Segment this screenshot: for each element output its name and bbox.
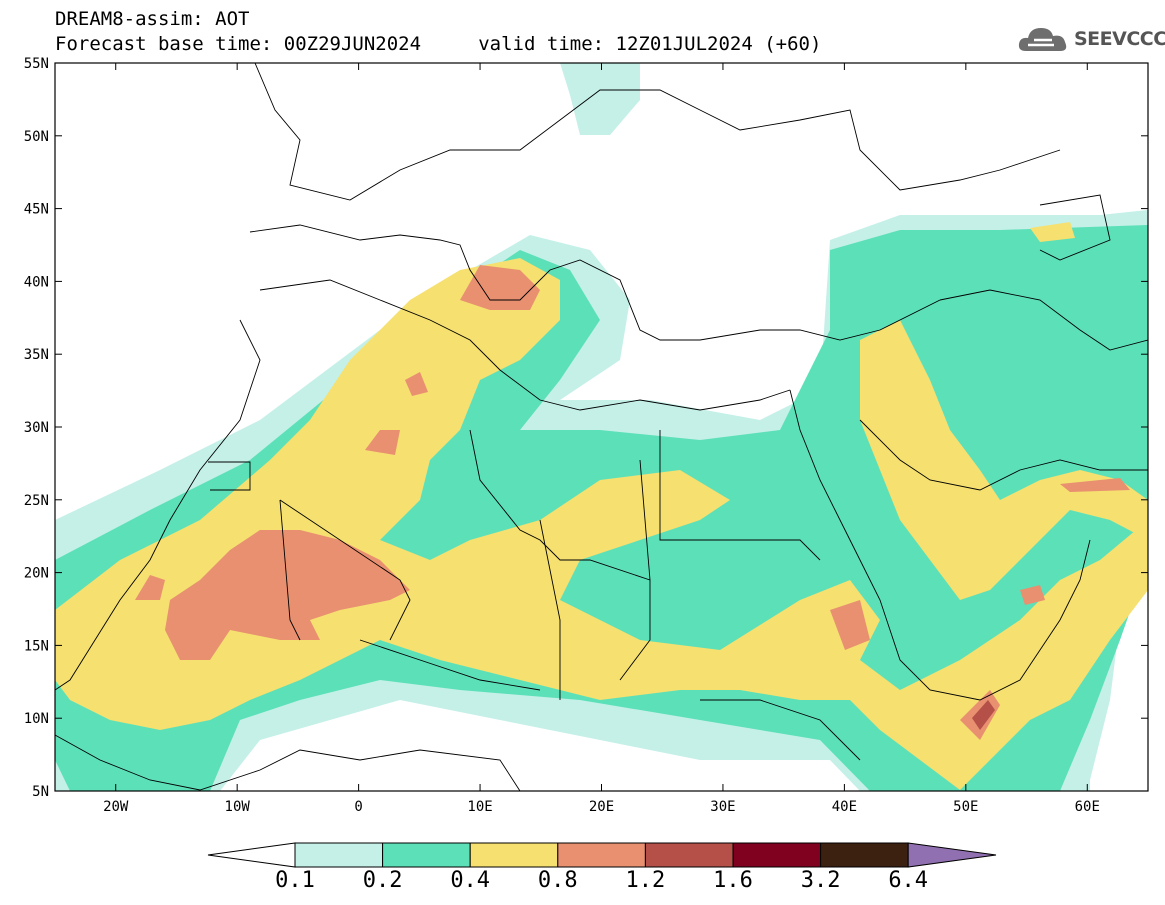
colorbar-level-label: 0.1 [275,868,315,893]
colorbar-segment [469,842,559,868]
aot-level-0.8-sudan [830,600,870,650]
lat-label: 10N [24,711,49,727]
colorbar-segment [557,842,646,868]
lat-label: 50N [24,129,49,145]
aot-level-0.8-sardinia [460,265,540,310]
coastlines [55,63,1148,791]
aot-field [55,63,1148,791]
title-line-2: Forecast base time: 00Z29JUN2024 valid t… [55,33,822,55]
colorbar-level-label: 0.8 [537,868,578,893]
lon-label: 20E [589,799,614,815]
aot-level-0.8-algeria [365,430,400,455]
lon-labels: 20W 10W 0 10E 20E 30E 40E 50E 60E [103,799,1100,815]
aot-level-0.8-oman [1020,585,1045,605]
aot-level-0.4-arabia [860,320,1148,600]
aot-level-0.4 [55,258,1148,790]
lon-label: 10E [467,799,492,815]
aot-level-0.8-westafrica [135,575,165,600]
lat-label: 30N [24,420,49,436]
colorbar-segment [294,842,384,868]
colorbar-segment [644,842,734,868]
colorbar-under-triangle [207,842,296,868]
logo-text: SEEVCCC [1074,28,1165,50]
lat-label: 20N [24,566,49,582]
lon-label: 10W [225,799,251,815]
axis-ticks [55,62,1148,792]
lon-label: 0 [354,799,362,815]
lat-labels: 55N 50N 45N 40N 35N 30N 25N 20N 15N 10N 5N [24,56,49,800]
lat-label: 40N [24,274,49,290]
lon-label: 20W [103,799,129,815]
lon-label: 30E [710,799,735,815]
lon-label: 50E [953,799,978,815]
colorbar-segment [732,842,822,868]
colorbar-level-label: 6.4 [888,868,929,893]
cloud-icon [1018,28,1067,51]
aot-level-0.1-north [560,63,640,135]
seevccc-logo: SEEVCCC [1018,22,1165,56]
lat-label: 55N [24,56,49,72]
aot-level-1.2-somalia [972,700,995,730]
aot-level-0.8-algeria2 [405,372,428,396]
lon-label: 40E [832,799,857,815]
lat-label: 45N [24,202,49,218]
colorbar-over-triangle [907,842,997,868]
lat-label: 35N [24,347,49,363]
aot-level-0.4-caspian [1030,222,1075,242]
colorbar-segment [820,842,909,868]
lat-label: 15N [24,638,49,654]
lat-label: 5N [32,784,49,800]
colorbar-segment [382,842,471,868]
lat-label: 25N [24,493,49,509]
colorbar [207,842,997,868]
colorbar-level-label: 1.2 [625,868,666,893]
colorbar-level-label: 0.2 [362,868,403,893]
title-line-1: DREAM8-assim: AOT [55,8,250,30]
colorbar-level-label: 1.6 [713,868,753,893]
colorbar-level-label: 0.4 [450,868,491,893]
aot-level-0.8-gulf [1060,478,1130,492]
lon-label: 60E [1075,799,1100,815]
colorbar-level-label: 3.2 [800,868,841,893]
